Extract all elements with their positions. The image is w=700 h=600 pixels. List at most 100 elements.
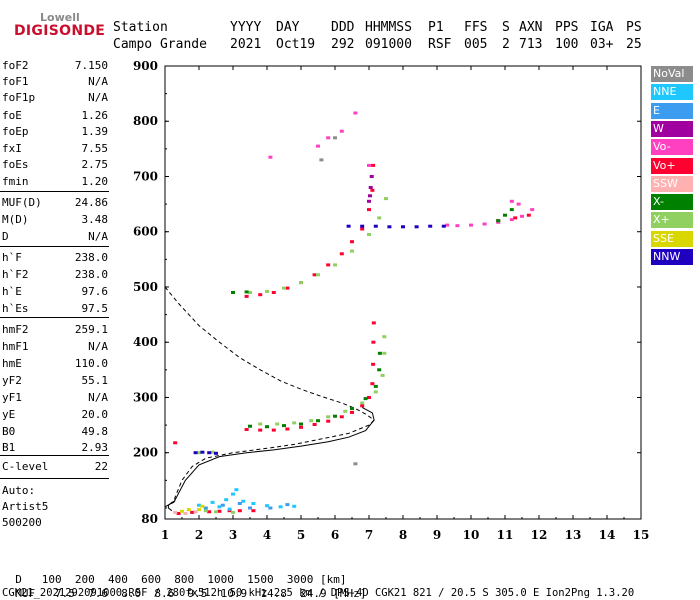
distance-label: D bbox=[15, 573, 22, 586]
param-value: 1.39 bbox=[81, 125, 109, 138]
header-day-label: DAY bbox=[276, 20, 300, 35]
muf-value: 8.6 bbox=[141, 587, 175, 600]
trace-point-vo bbox=[316, 144, 320, 148]
trace-point-vo bbox=[207, 510, 212, 514]
param-row: fxI 7.55 bbox=[2, 140, 108, 158]
trace-point-vo bbox=[326, 419, 331, 423]
trace-point-vo bbox=[513, 216, 518, 220]
trace-point-x bbox=[373, 384, 378, 388]
trace-point-w bbox=[368, 194, 372, 198]
header-s-label: S bbox=[502, 20, 510, 35]
trace-point-vo bbox=[251, 509, 256, 513]
muf-value: 14.8 bbox=[247, 587, 287, 600]
trace-point-x bbox=[367, 233, 371, 236]
header-ps-value: 25 bbox=[626, 37, 642, 52]
trace-point-vo bbox=[258, 428, 263, 432]
param-row: foF1 N/A bbox=[2, 73, 108, 91]
trace-point-vo bbox=[367, 208, 371, 212]
trace-point-w bbox=[368, 186, 373, 189]
trace-point-vo bbox=[244, 428, 249, 431]
trace-point-x bbox=[326, 415, 331, 419]
trace-point-x bbox=[350, 407, 354, 410]
x-tick-label: 15 bbox=[633, 528, 650, 542]
trace-point-vo bbox=[469, 223, 473, 227]
trace-point-x bbox=[265, 425, 269, 429]
trace-point-x bbox=[292, 421, 297, 425]
distance-value: 800 bbox=[161, 573, 195, 586]
y-tick-label: 400 bbox=[133, 335, 158, 349]
auto-version: 500200 bbox=[2, 516, 42, 529]
param-value: 55.1 bbox=[81, 374, 109, 387]
param-value: 22 bbox=[94, 460, 108, 473]
trace-point-vo bbox=[496, 220, 501, 224]
muf-unit: [MHz] bbox=[333, 587, 367, 600]
trace-point-vo bbox=[176, 512, 181, 515]
header-iga-value: 03+ bbox=[590, 37, 614, 52]
y-tick-label: 80 bbox=[141, 512, 158, 526]
trace-point-sse bbox=[200, 504, 205, 508]
x-tick-label: 14 bbox=[599, 528, 616, 542]
x-tick-label: 1 bbox=[161, 528, 169, 542]
trace-point-x bbox=[275, 422, 280, 426]
header-station-value: Campo Grande bbox=[113, 37, 207, 52]
trace-point-x bbox=[248, 424, 252, 428]
header-axn-label: AXN bbox=[519, 20, 543, 35]
param-name: foEp bbox=[2, 125, 29, 138]
trace-point-e bbox=[203, 506, 208, 510]
density-profile-solid bbox=[164, 406, 375, 508]
legend-item-ssw: SSW bbox=[651, 175, 693, 192]
trace-point-e bbox=[268, 506, 273, 510]
distance-value: 3000 bbox=[273, 573, 314, 586]
trace-point-x bbox=[503, 213, 507, 217]
header-ddd-value: 292 bbox=[331, 37, 355, 52]
x-tick-label: 6 bbox=[331, 528, 339, 542]
trace-point-vo bbox=[360, 227, 365, 231]
param-name: foF1p bbox=[2, 91, 36, 104]
param-name: hmF1 bbox=[2, 340, 29, 353]
trace-point-x bbox=[377, 216, 382, 220]
legend-item-x: X- bbox=[651, 194, 693, 211]
trace-point-vo bbox=[353, 111, 358, 115]
trace-point-vo bbox=[350, 410, 354, 414]
trace-point-e bbox=[220, 503, 225, 507]
trace-point-x bbox=[299, 281, 303, 285]
param-name: M(D) bbox=[2, 213, 29, 226]
trace-point-vo bbox=[268, 155, 273, 159]
param-separator bbox=[0, 455, 109, 456]
param-value: N/A bbox=[88, 340, 108, 353]
x-tick-label: 3 bbox=[229, 528, 237, 542]
trace-point-vo bbox=[367, 163, 371, 167]
x-tick-label: 8 bbox=[399, 528, 407, 542]
trace-point-nne bbox=[292, 504, 297, 508]
header-station-label: Station bbox=[113, 20, 168, 35]
trace-point-x bbox=[197, 451, 201, 455]
trace-point-nne bbox=[234, 488, 239, 492]
param-name: h`F bbox=[2, 251, 22, 264]
param-row: C-level 22 bbox=[2, 458, 108, 476]
param-row: fmin 1.20 bbox=[2, 173, 108, 191]
trace-point-vo bbox=[312, 423, 317, 426]
distance-value: 100 bbox=[21, 573, 62, 586]
auto-program: Artist5 bbox=[2, 500, 49, 513]
trace-point-vo bbox=[285, 427, 290, 431]
param-value: 24.86 bbox=[74, 196, 108, 209]
param-value: 3.48 bbox=[81, 213, 109, 226]
trace-point-nne bbox=[265, 504, 269, 508]
trace-point-sse bbox=[197, 508, 201, 512]
header-p1-label: P1 bbox=[428, 20, 444, 35]
x-tick-label: 11 bbox=[497, 528, 514, 542]
trace-point-ssw bbox=[193, 510, 198, 514]
trace-point-vo bbox=[371, 362, 376, 366]
trace-point-vo bbox=[482, 222, 487, 226]
muf-value: 7.5 bbox=[35, 587, 75, 600]
param-name: MUF(D) bbox=[2, 196, 42, 209]
e-layer-profile bbox=[167, 500, 176, 512]
legend-item-sse: SSE bbox=[651, 230, 693, 247]
trace-point-x bbox=[350, 249, 354, 253]
trace-point-vo bbox=[271, 428, 276, 432]
param-separator bbox=[0, 478, 109, 479]
trace-point-x bbox=[382, 335, 387, 339]
trace-point-vo bbox=[271, 291, 276, 294]
trace-point-x bbox=[214, 510, 218, 514]
trace-point-nnw bbox=[214, 451, 218, 455]
